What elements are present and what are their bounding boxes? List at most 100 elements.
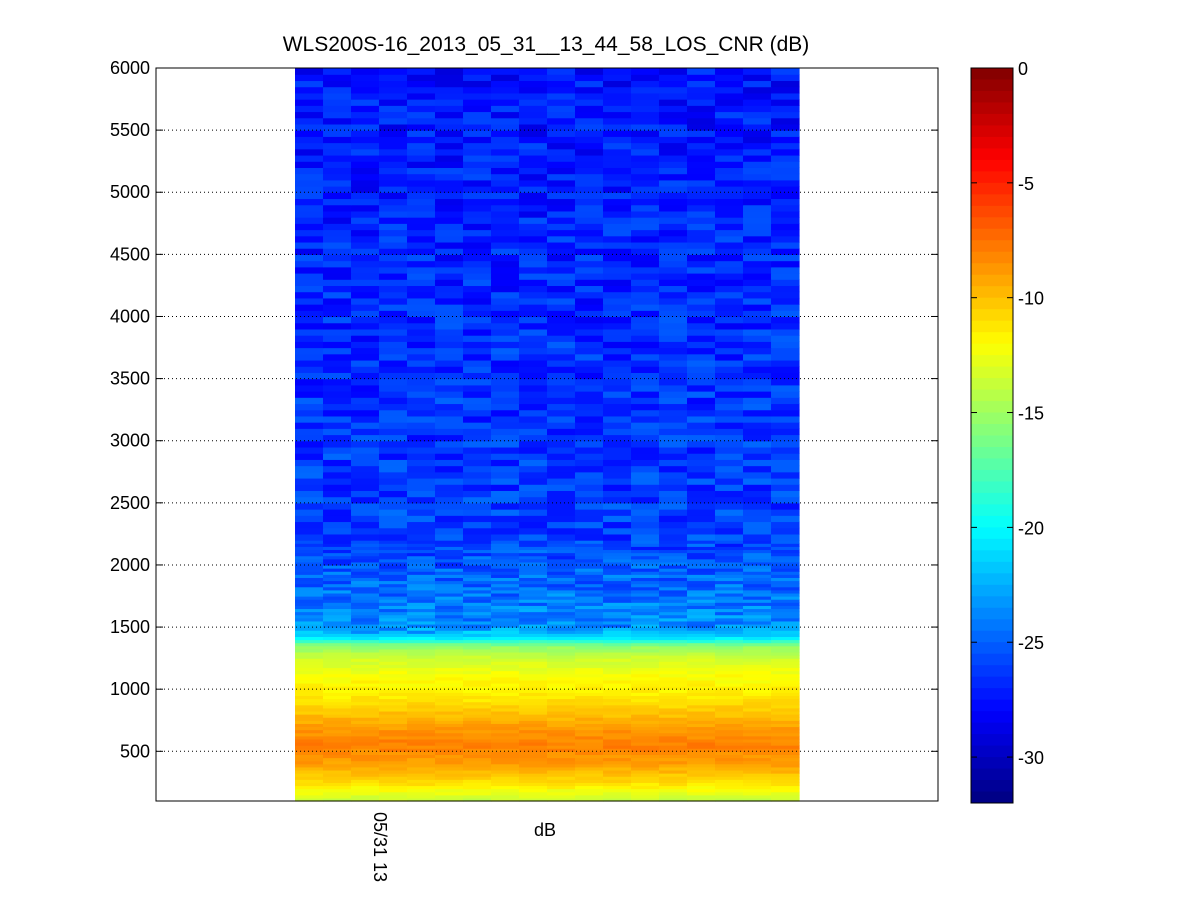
heat-cell (743, 608, 772, 613)
heat-cell (743, 645, 772, 650)
heat-cell (771, 335, 800, 342)
heat-cell (435, 167, 464, 175)
heat-cell (379, 701, 408, 706)
colorbar-segment (971, 320, 1013, 333)
heat-cell (407, 285, 436, 293)
heat-cell (519, 673, 548, 678)
heat-cell (659, 636, 688, 641)
heat-cell (687, 620, 716, 625)
heat-cell (407, 620, 436, 625)
heat-cell (687, 279, 716, 287)
heat-cell (603, 397, 632, 405)
heat-cell (435, 599, 464, 603)
heat-cell (463, 788, 492, 793)
heat-cell (295, 745, 324, 749)
heat-cell (715, 434, 744, 442)
heat-cell (771, 692, 800, 696)
heat-cell (659, 92, 688, 100)
heat-cell (631, 571, 660, 575)
heat-cell (631, 605, 660, 610)
heat-cell (323, 651, 352, 656)
heat-cell (743, 496, 772, 504)
heat-cell (407, 422, 436, 429)
heat-cell (351, 599, 380, 603)
heat-cell (463, 757, 492, 762)
heat-cell (295, 791, 324, 796)
heat-cell (715, 788, 744, 793)
heat-cell (631, 260, 660, 268)
heat-cell (771, 229, 800, 237)
heat-cell (407, 695, 436, 700)
heat-cell (715, 117, 744, 125)
heat-cell (379, 384, 408, 392)
heat-cell (407, 465, 436, 473)
heat-cell (463, 701, 492, 706)
heat-cell (491, 782, 520, 787)
heat-cell (687, 769, 716, 774)
heat-cell (715, 583, 744, 588)
heat-cell (491, 723, 520, 728)
heat-cell (687, 328, 716, 336)
heat-cell (575, 229, 604, 237)
heat-cell (743, 372, 772, 380)
colorbar-segment (971, 745, 1013, 758)
heat-cell (519, 623, 548, 628)
heat-cell (659, 717, 688, 721)
heat-cell (379, 260, 408, 268)
heat-cell (687, 558, 716, 563)
heat-cell (379, 409, 408, 417)
heat-cell (659, 254, 688, 262)
heat-cell (631, 558, 660, 563)
heat-cell (659, 720, 688, 724)
heat-cell (407, 757, 436, 762)
heat-cell (491, 527, 520, 535)
heat-cell (547, 605, 576, 610)
heat-cell (547, 797, 576, 802)
heat-cell (771, 123, 800, 131)
heat-cell (603, 117, 632, 125)
heat-cell (659, 111, 688, 119)
heat-cell (603, 754, 632, 759)
heat-cell (407, 86, 436, 94)
heat-cell (631, 676, 660, 681)
heat-cell (687, 502, 716, 510)
heat-cell (491, 776, 520, 780)
heat-cell (463, 714, 492, 718)
heat-cell (379, 611, 408, 616)
heat-cell (687, 614, 716, 619)
heat-cell (435, 546, 464, 551)
heat-cell (603, 645, 632, 650)
heat-cell (351, 142, 380, 150)
heat-cell (519, 453, 548, 460)
heat-cell (407, 766, 436, 771)
heat-cell (715, 409, 744, 417)
heat-cell (519, 366, 548, 373)
heat-cell (575, 422, 604, 429)
heat-cell (547, 623, 576, 628)
heat-cell (379, 322, 408, 330)
heat-cell (295, 549, 324, 554)
heat-cell (407, 477, 436, 485)
heat-cell (743, 651, 772, 656)
heat-cell (687, 223, 716, 231)
heat-cell (295, 68, 324, 75)
heat-cell (491, 636, 520, 641)
heat-cell (575, 509, 604, 516)
heat-cell (435, 465, 464, 473)
heat-cell (435, 596, 464, 600)
heat-cell (603, 751, 632, 756)
heat-cell (603, 732, 632, 737)
heat-cell (603, 415, 632, 423)
heat-cell (715, 260, 744, 268)
heat-cell (575, 596, 604, 600)
heat-cell (687, 779, 716, 783)
heat-cell (743, 328, 772, 336)
heat-cell (351, 359, 380, 367)
heat-cell (603, 515, 632, 523)
heat-cell (687, 592, 716, 597)
heat-cell (491, 717, 520, 721)
heat-cell (323, 391, 352, 398)
heat-cell (687, 291, 716, 299)
heat-cell (575, 732, 604, 737)
heat-cell (323, 68, 352, 75)
